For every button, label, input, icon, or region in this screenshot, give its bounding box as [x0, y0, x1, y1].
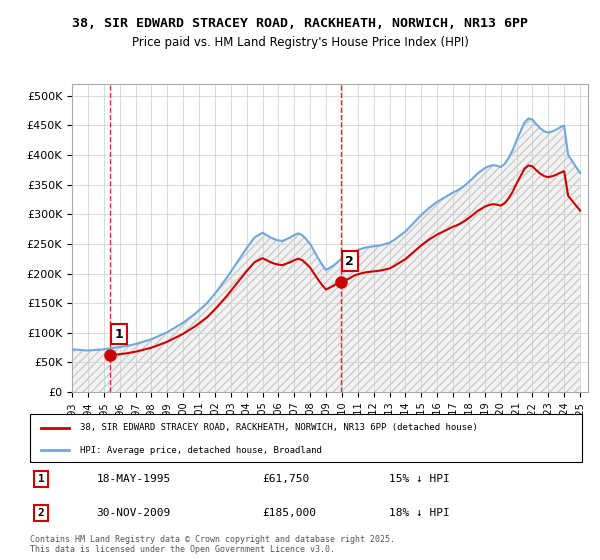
Text: £185,000: £185,000 [262, 508, 316, 518]
Text: 1: 1 [38, 474, 44, 484]
Text: £61,750: £61,750 [262, 474, 309, 484]
Text: HPI: Average price, detached house, Broadland: HPI: Average price, detached house, Broa… [80, 446, 322, 455]
Text: 38, SIR EDWARD STRACEY ROAD, RACKHEATH, NORWICH, NR13 6PP (detached house): 38, SIR EDWARD STRACEY ROAD, RACKHEATH, … [80, 423, 478, 432]
FancyBboxPatch shape [30, 414, 582, 462]
Text: 18-MAY-1995: 18-MAY-1995 [96, 474, 170, 484]
Text: Price paid vs. HM Land Registry's House Price Index (HPI): Price paid vs. HM Land Registry's House … [131, 36, 469, 49]
Text: 15% ↓ HPI: 15% ↓ HPI [389, 474, 449, 484]
Text: 18% ↓ HPI: 18% ↓ HPI [389, 508, 449, 518]
Text: 2: 2 [38, 508, 44, 518]
Text: 1: 1 [115, 328, 124, 340]
Text: 38, SIR EDWARD STRACEY ROAD, RACKHEATH, NORWICH, NR13 6PP: 38, SIR EDWARD STRACEY ROAD, RACKHEATH, … [72, 17, 528, 30]
Text: Contains HM Land Registry data © Crown copyright and database right 2025.
This d: Contains HM Land Registry data © Crown c… [30, 535, 395, 554]
Text: 30-NOV-2009: 30-NOV-2009 [96, 508, 170, 518]
Text: 2: 2 [346, 255, 354, 268]
